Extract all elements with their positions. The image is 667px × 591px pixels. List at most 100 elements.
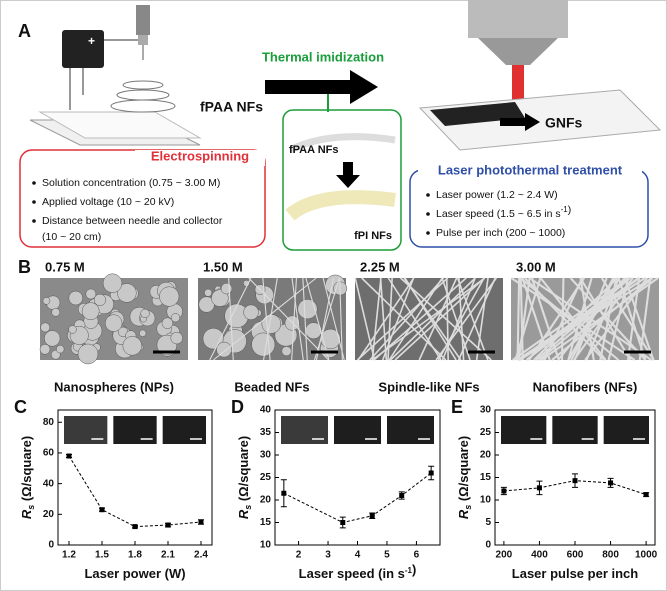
y-tick-label: 60 [43,448,55,459]
bullet-text: Applied voltage (10 ~ 20 kV) [42,196,174,208]
photo-inset [162,416,206,444]
photo-inset [281,416,328,444]
fiber [262,277,271,361]
fiber [399,277,492,361]
subscript: s [26,505,36,510]
sphere [85,288,97,300]
y-tick-label: 40 [260,405,272,416]
sphere [93,293,107,306]
fiber [512,277,630,361]
data-point [340,520,346,525]
sphere [161,317,174,329]
x-tick-label: 1.2 [62,550,76,561]
panel-letter: E [451,397,463,417]
photo-inset [113,416,157,444]
unit: (Ω/square) [19,436,34,505]
y-tick-label: 25 [480,427,492,438]
x-tick-label: 1.5 [95,550,109,561]
fiber [263,277,278,361]
fiber [538,277,639,361]
y-tick-label: 15 [260,517,272,528]
fiber [371,277,382,361]
y-tick-label: 20 [480,450,492,461]
y-tick-label: 20 [260,495,272,506]
x-tick-label: 200 [496,550,513,561]
text-piece: Laser power (W) [84,566,185,581]
concentration-label: 2.25 M [360,259,400,274]
fiber [371,277,486,361]
fiber [305,277,330,361]
text-piece: ) [412,562,416,577]
subscript: s [243,505,253,510]
material-label: fPAA NFs [200,99,263,115]
x-axis-label: Laser speed (in s-1) [299,562,417,581]
sphere [56,345,65,354]
sphere [39,344,51,355]
sphere [281,346,292,357]
symbol: R [236,509,251,519]
data-point [643,492,649,498]
fiber [313,277,340,361]
x-tick-label: 2 [296,550,302,561]
panel-letter: B [18,257,31,277]
data-point [572,478,578,484]
subscript: s [463,505,473,510]
sphere [220,282,233,295]
data-point [428,470,434,476]
superscript: -1 [405,566,413,575]
data-point [501,488,507,494]
x-tick-label: 6 [414,550,420,561]
fiber [458,277,465,361]
sphere [68,325,77,334]
text-piece: Laser speed (in s [299,566,405,581]
y-tick-label: 80 [43,417,55,428]
text-piece: Laser pulse per inch [512,566,638,581]
unit: (Ω/square) [456,436,471,505]
sphere [297,299,318,320]
fiber [209,277,252,361]
y-tick-label: 35 [260,427,272,438]
y-tick-label: 5 [485,517,491,528]
x-tick-label: 5 [384,550,390,561]
text-piece: Laser power (1.2 ~ 2.4 W) [436,189,558,201]
fiber [302,277,308,361]
fiber [516,277,521,361]
x-tick-label: 600 [567,550,584,561]
fiber [517,277,531,361]
fiber [387,277,393,361]
fiber [379,277,388,361]
y-tick-label: 20 [43,509,55,520]
y-axis-label: Rs (Ω/square) [456,436,473,519]
y-tick-label: 30 [260,450,272,461]
y-tick-label: 30 [480,405,492,416]
bullet-text: Laser speed (1.5 ~ 6.5 in s-1) [436,204,571,220]
bullet-text: (10 ~ 20 cm) [42,231,101,243]
fiber [248,277,330,361]
fiber [356,277,449,361]
sphere [139,329,147,337]
electrospinning-setup: + [29,5,202,146]
photo-inset [603,416,649,444]
fiber [456,277,489,361]
svg-text:+: + [88,34,95,48]
bullet-text: Solution concentration (0.75 ~ 3.00 M) [42,177,220,189]
sphere [51,307,61,317]
concentration-label: 3.00 M [516,259,556,274]
bullet [32,181,36,185]
concentration-label: 0.75 M [45,259,85,274]
text-piece: Pulse per inch (200 ~ 1000) [436,227,565,239]
sphere [44,330,61,347]
x-tick-label: 1000 [635,550,658,561]
sphere [122,336,142,356]
bullet [426,231,430,235]
fiber [291,277,297,361]
fiber [533,277,619,361]
fiber [638,277,652,361]
photo-inset [64,416,108,444]
y-tick-label: 40 [43,478,55,489]
sphere [211,289,229,307]
x-axis-label: Laser pulse per inch [512,566,638,581]
sphere [216,341,232,358]
sphere [102,273,123,293]
